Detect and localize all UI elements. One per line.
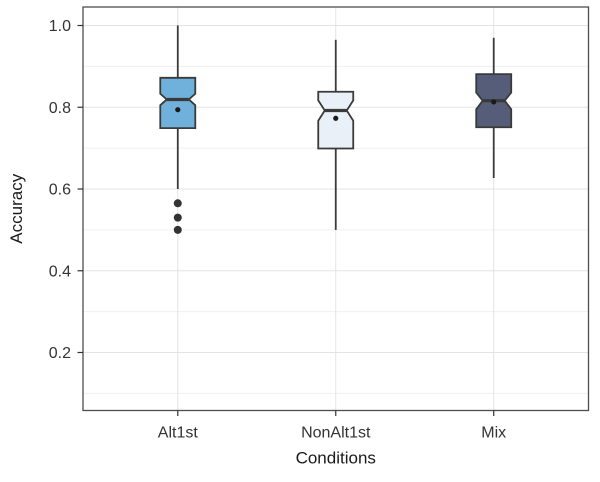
y-tick-label: 0.2 — [49, 345, 71, 362]
x-tick-label: Alt1st — [158, 425, 199, 442]
x-tick-label: NonAlt1st — [301, 425, 371, 442]
outlier-dot — [173, 199, 182, 208]
x-tick-label: Mix — [481, 425, 506, 442]
y-tick-label: 1.0 — [49, 18, 71, 35]
boxplot-alt1st — [159, 25, 197, 234]
mean-dot — [491, 99, 497, 105]
y-tick-label: 0.4 — [49, 263, 71, 280]
y-axis-title: Accuracy — [7, 173, 26, 243]
mean-dot — [175, 107, 181, 113]
boxplot-nonalt1st — [317, 39, 355, 230]
boxplot-mix — [475, 37, 513, 178]
outlier-dot — [173, 213, 182, 222]
axis-layer: 1.0 0.8 0.6 0.4 0.2 Alt1st NonAlt1st Mix — [49, 18, 506, 442]
y-tick-label: 0.6 — [49, 182, 71, 199]
outlier-dot — [173, 225, 182, 234]
x-axis-title: Conditions — [296, 449, 376, 468]
mean-dot — [333, 115, 339, 121]
boxplot-layer — [159, 25, 513, 234]
y-tick-label: 0.8 — [49, 100, 71, 117]
notched-box — [159, 76, 197, 129]
